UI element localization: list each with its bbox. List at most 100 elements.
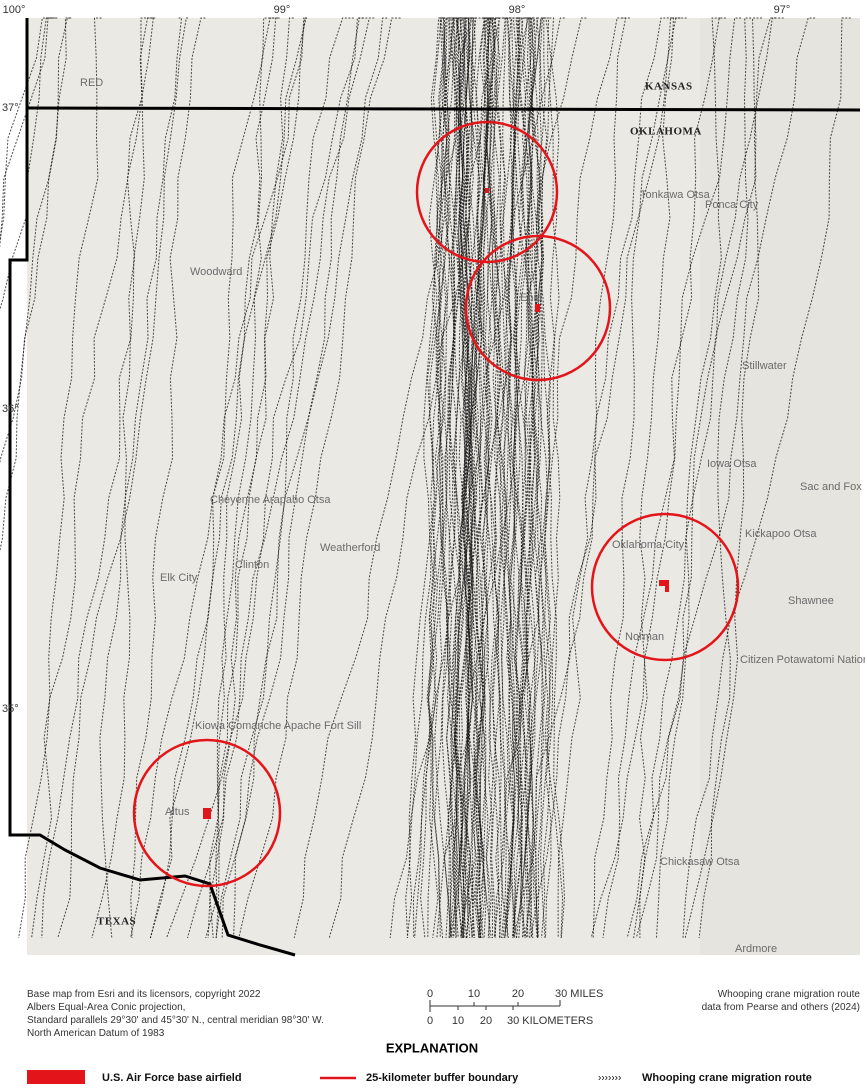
route (238, 17, 401, 939)
credits-left: Base map from Esri and its licensors, co… (27, 988, 324, 1040)
route (523, 17, 544, 939)
route (454, 17, 495, 939)
buffer-circle (464, 234, 612, 382)
place-label: Iowa Otsa (707, 458, 757, 470)
migration-routes (0, 17, 851, 939)
route (501, 17, 514, 939)
route (513, 17, 673, 939)
route (461, 17, 475, 939)
route (233, 17, 388, 939)
route (460, 17, 473, 939)
state-label: OKLAHOMA (630, 126, 702, 138)
place-label: Sac and Fox Otsa (800, 481, 865, 493)
place-label: RED (80, 77, 103, 89)
airfield (203, 808, 211, 819)
state-label: TEXAS (97, 916, 136, 928)
route (467, 17, 490, 938)
route (487, 17, 510, 939)
outside (0, 18, 27, 260)
route (166, 17, 364, 939)
credit-line: North American Datum of 1983 (27, 1028, 165, 1039)
longitude-label: 100° (3, 4, 26, 16)
route (504, 17, 516, 939)
route (207, 17, 307, 939)
route (462, 17, 501, 939)
route (633, 17, 776, 939)
place-label: Elk City (160, 572, 198, 584)
scale-label: 30 KILOMETERS (507, 1015, 593, 1027)
route (532, 17, 551, 939)
route (541, 17, 560, 939)
route (467, 17, 489, 939)
route (461, 17, 485, 939)
legend-airfield-swatch (27, 1070, 85, 1084)
place-label: Ponca City (705, 199, 759, 211)
route (434, 17, 454, 939)
route (635, 17, 784, 939)
route (215, 17, 368, 939)
route (0, 17, 56, 243)
place-label: Kiowa Comanche Apache Fort Sill (195, 720, 361, 732)
route (530, 17, 687, 939)
airfield (535, 304, 540, 312)
route (414, 17, 448, 939)
longitude-label: 97° (774, 4, 791, 16)
route (426, 17, 447, 939)
route (456, 17, 475, 939)
route (91, 17, 183, 939)
route (512, 17, 535, 939)
route (209, 17, 294, 939)
route (149, 17, 279, 939)
route (130, 17, 305, 939)
route (465, 17, 498, 939)
place-label: Cheyenne Arapaho Otsa (210, 494, 331, 506)
place-label: Stillwater (742, 360, 787, 372)
buffer-circle (590, 512, 740, 662)
place-label: Clinton (235, 559, 269, 571)
route (459, 17, 487, 939)
credit-line: Albers Equal-Area Conic projection, (27, 1002, 186, 1013)
route (504, 17, 541, 939)
route (526, 17, 566, 939)
route (444, 17, 458, 939)
route (682, 17, 851, 939)
place-label: Weatherford (320, 542, 380, 554)
credit-line: data from Pearse and others (2024) (701, 1002, 860, 1013)
place-label: Tonkawa Otsa (640, 189, 711, 201)
legend-route-swatch: ››››››› (598, 1073, 621, 1084)
route (684, 17, 763, 939)
route (427, 17, 449, 939)
state-border (8, 18, 296, 957)
place-label: Chickasaw Otsa (660, 856, 740, 868)
route (434, 17, 455, 939)
route (494, 17, 630, 939)
route (491, 17, 506, 939)
route (529, 17, 546, 939)
place-label: Norman (625, 631, 664, 643)
route (434, 17, 465, 939)
credits-right: Whooping crane migration route data from… (702, 988, 860, 1014)
scale-label: 0 (427, 1015, 433, 1027)
place-label: Citizen Potawatomi Nation (740, 654, 865, 666)
route (516, 17, 544, 939)
route (412, 17, 460, 939)
route (452, 17, 466, 939)
route (461, 17, 482, 939)
route (545, 17, 561, 939)
scale-label: 20 (480, 1015, 492, 1027)
route (638, 17, 675, 938)
latitude-label: 36° (2, 403, 19, 415)
route (513, 17, 532, 939)
place-label: Shawnee (788, 595, 834, 607)
route (436, 17, 587, 939)
route (482, 17, 499, 939)
legend-label: 25-kilometer buffer boundary (366, 1072, 519, 1084)
route (512, 17, 539, 939)
latitude-label: 35° (2, 703, 19, 715)
route (523, 17, 543, 939)
latitude-label: 37° (2, 102, 19, 114)
route (557, 17, 627, 939)
route (524, 17, 555, 939)
route (590, 17, 742, 939)
